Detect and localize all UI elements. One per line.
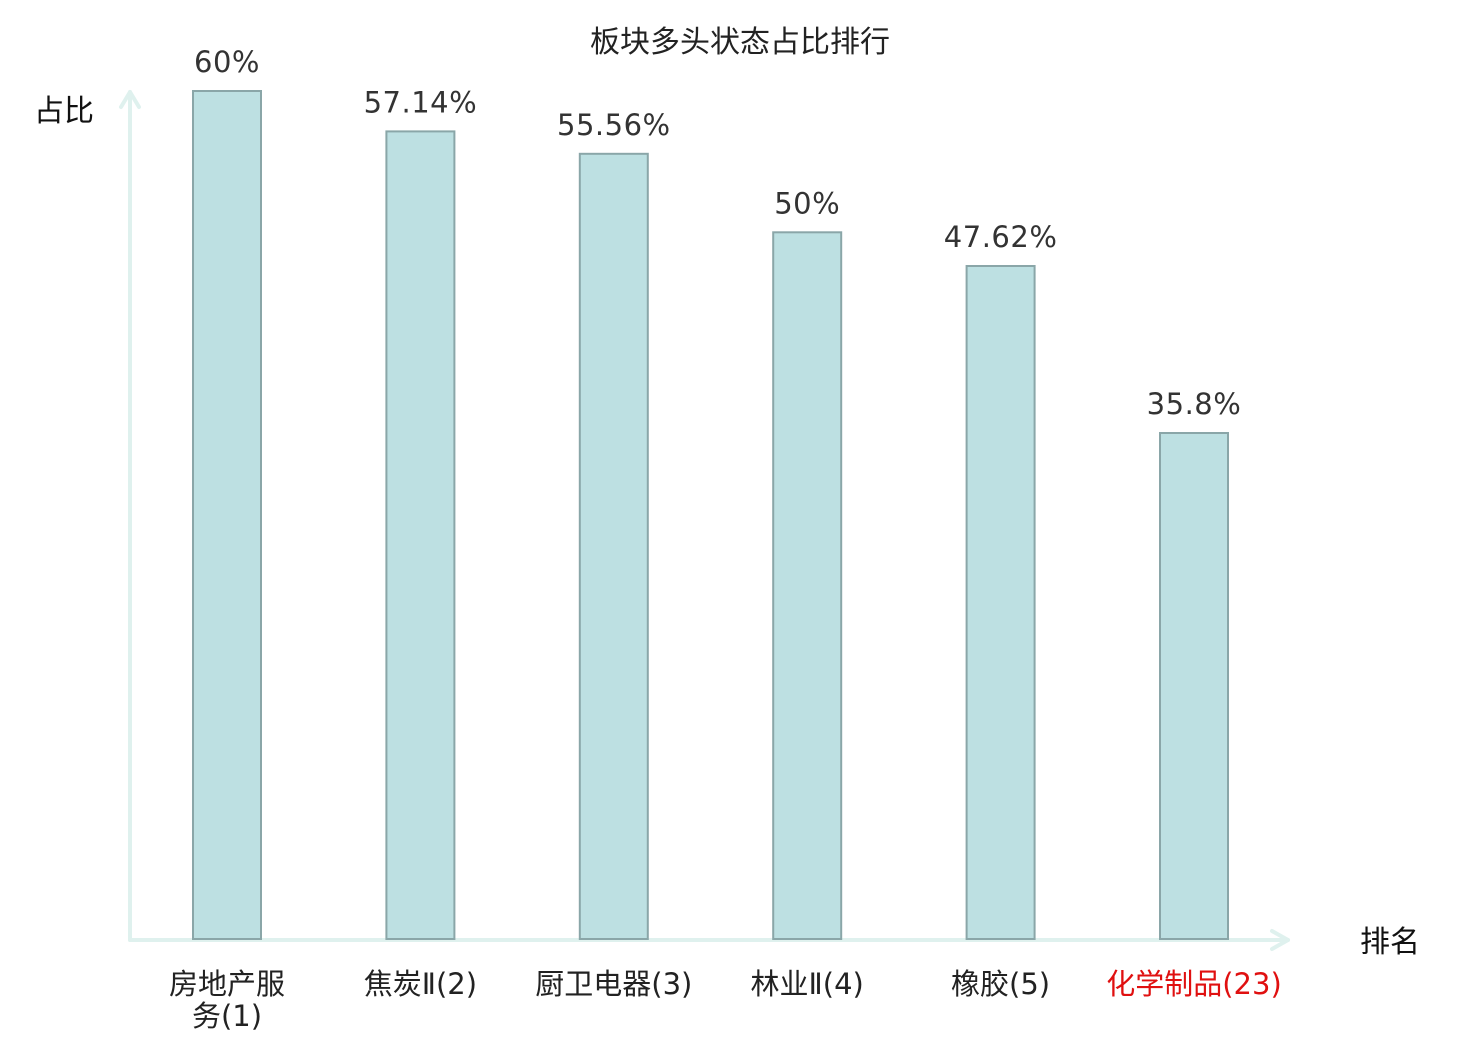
category-label: 厨卫电器(3) [535, 967, 692, 1001]
category-label-line: 厨卫电器(3) [535, 967, 692, 1001]
category-label: 焦炭Ⅱ(2) [364, 967, 477, 1001]
x-axis-arrow [1270, 929, 1290, 951]
bar-value-label: 55.56% [557, 108, 671, 142]
y-axis-arrow [119, 90, 141, 109]
category-label-line: 务(1) [192, 999, 262, 1033]
bar-value-label: 47.62% [944, 220, 1058, 254]
y-axis-label: 占比 [34, 94, 94, 129]
category-label-line: 房地产服 [169, 967, 285, 1001]
bar-value-label: 57.14% [364, 85, 478, 119]
bars [192, 90, 1229, 941]
bar [965, 265, 1036, 940]
category-label: 橡胶(5) [951, 967, 1050, 1001]
chart-title: 板块多头状态占比排行 [590, 25, 890, 60]
bar [192, 90, 262, 940]
category-labels: 房地产服务(1) 焦炭Ⅱ(2) 厨卫电器(3) 林业Ⅱ(4) 橡胶(5) 化学制品(23) [169, 967, 1282, 1033]
value-labels: 60% 57.14% 55.56% 50% 47.62% 35.8% [194, 45, 1241, 421]
bar-value-label: 60% [194, 45, 260, 79]
x-axis-label: 排名 [1360, 925, 1420, 960]
bar [772, 231, 843, 941]
bar-value-label: 50% [774, 186, 840, 220]
bar [385, 130, 456, 940]
bar-value-label: 35.8% [1147, 387, 1242, 421]
bar [578, 152, 649, 941]
category-label-line: 林业Ⅱ(4) [751, 967, 864, 1001]
bar [1159, 432, 1229, 940]
category-label: 化学制品(23) [1106, 967, 1282, 1001]
category-label-line: 橡胶(5) [951, 967, 1050, 1001]
axes [119, 90, 1290, 951]
category-label: 房地产服务(1) [169, 967, 285, 1033]
category-label-line: 化学制品(23) [1106, 967, 1282, 1001]
category-label-line: 焦炭Ⅱ(2) [364, 967, 477, 1001]
category-label: 林业Ⅱ(4) [751, 967, 864, 1001]
